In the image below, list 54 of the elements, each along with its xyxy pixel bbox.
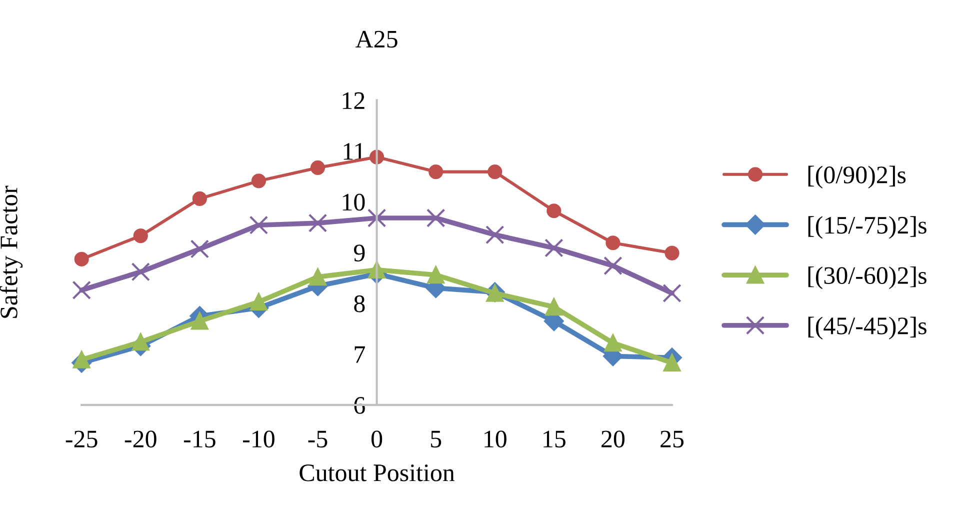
x-tick-label: 25 [660, 430, 684, 448]
legend-label: [(0/90)2]s [808, 166, 906, 188]
x-tick-label: -5 [308, 430, 328, 448]
x-tick-label: 20 [602, 430, 625, 448]
x-tick-label: -15 [184, 430, 216, 448]
point [249, 216, 268, 234]
point [546, 204, 562, 218]
x-tick-label: 5 [431, 430, 442, 448]
point [604, 256, 622, 276]
y-tick-label: 7 [354, 346, 365, 363]
x-tick-label: -10 [242, 430, 274, 448]
point [309, 268, 326, 286]
point [545, 298, 563, 316]
point [133, 228, 148, 244]
point [251, 174, 266, 188]
point [664, 246, 680, 260]
x-tick-label: 15 [544, 430, 566, 448]
point [662, 284, 682, 303]
x-tick-label: 0 [372, 430, 382, 448]
point [308, 214, 328, 232]
point [72, 280, 91, 300]
legend-label: [(45/-45)2]s [808, 316, 926, 340]
point [190, 240, 210, 258]
y-axis-title: Safety Factor [0, 186, 23, 318]
point [544, 238, 564, 258]
point [132, 333, 150, 351]
point [367, 208, 386, 228]
x-tick-label: 10 [484, 430, 506, 448]
legend-label: [(15/-75)2]s [808, 216, 926, 239]
point [74, 252, 89, 266]
point [604, 334, 622, 352]
x-tick-label: -20 [124, 430, 156, 448]
x-axis-title: Cutout Position [300, 464, 455, 482]
y-tick-label: 11 [344, 143, 364, 160]
point [190, 312, 208, 330]
y-tick-label: 9 [354, 244, 365, 262]
point [192, 191, 207, 206]
y-tick-label: 10 [342, 194, 365, 211]
point [486, 225, 504, 244]
point [250, 293, 268, 310]
point [131, 262, 150, 282]
point [427, 266, 445, 284]
point [663, 354, 681, 372]
x-tick-label: -25 [66, 430, 98, 448]
y-tick-label: 8 [354, 295, 365, 312]
point [310, 160, 326, 176]
point [72, 351, 90, 368]
point [488, 164, 502, 180]
legend-label: [(30/-60)2]s [808, 266, 926, 290]
point [426, 208, 446, 228]
y-tick-label: 12 [342, 92, 364, 109]
point [606, 236, 620, 250]
chart-title: A25 [356, 30, 398, 48]
point [428, 164, 444, 180]
